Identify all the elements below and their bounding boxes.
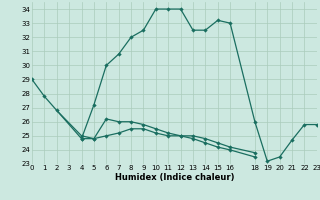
X-axis label: Humidex (Indice chaleur): Humidex (Indice chaleur) [115, 173, 234, 182]
